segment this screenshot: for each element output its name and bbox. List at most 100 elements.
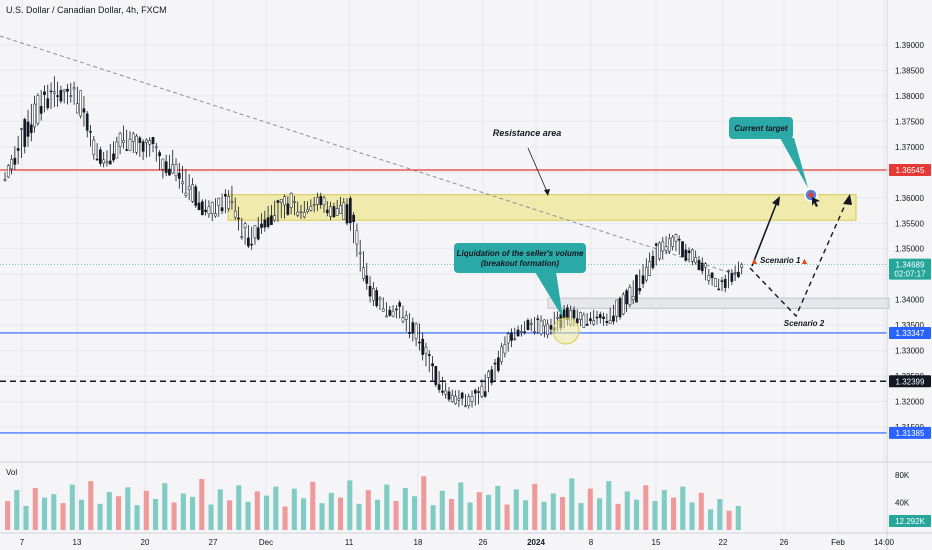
candle-body [345, 204, 349, 224]
volume-bar [560, 496, 566, 530]
scenario2-label: Scenario 2 [784, 319, 825, 328]
volume-bar [310, 481, 316, 530]
candle-body [543, 319, 546, 327]
volume-bar [486, 494, 492, 530]
candle-body [43, 91, 46, 95]
candle-body [464, 405, 467, 407]
candle-body [490, 369, 494, 383]
time-tick-label: 26 [479, 538, 488, 547]
candle-body [608, 320, 612, 324]
candle-body [470, 396, 474, 402]
candle-body [533, 331, 536, 333]
volume-bar [365, 490, 371, 530]
candle-body [161, 158, 165, 170]
candle-body [424, 346, 428, 354]
candle-body [26, 121, 30, 137]
volume-bar [624, 491, 630, 530]
annotations: Liquidation of the seller's volume (brea… [454, 117, 852, 345]
candle-body [638, 288, 642, 292]
candle-body [592, 320, 596, 325]
volume-bar [476, 492, 482, 530]
current-price-badge [889, 258, 931, 280]
volume-bar [291, 488, 297, 530]
candle-body [118, 133, 122, 147]
target-callout-box[interactable] [729, 117, 793, 139]
candle-body [319, 196, 323, 205]
price-tick-label: 1.35000 [895, 245, 924, 254]
candle-body [6, 165, 10, 178]
candle-body [302, 212, 306, 218]
candle-body [256, 227, 260, 240]
volume-bar [717, 499, 723, 530]
price-tick-label: 1.39000 [895, 41, 924, 50]
candle-body [322, 197, 326, 206]
downtrend-line [0, 35, 741, 277]
volume-bar [125, 487, 131, 530]
candle-body [654, 243, 658, 246]
candle-body [181, 181, 184, 185]
candle-body [539, 320, 543, 335]
volume-pane-label: Vol [6, 468, 17, 477]
candle-body [503, 344, 507, 354]
price-tick-label: 1.32000 [895, 398, 924, 407]
volume-bar [143, 490, 149, 530]
candle-body [631, 296, 635, 300]
volume-bar [106, 492, 112, 530]
candle-body [115, 141, 119, 159]
candle-body [523, 331, 526, 333]
candle-body [477, 391, 480, 393]
candle-body [141, 141, 145, 152]
volume-bar [134, 505, 140, 530]
candle-body [214, 213, 217, 217]
candle-body [36, 95, 40, 124]
volume-bar [245, 501, 251, 530]
volume-bar [227, 500, 233, 530]
candle-body [585, 323, 589, 326]
candle-body [378, 297, 382, 300]
candle-body [62, 89, 66, 92]
candle-body [233, 210, 237, 218]
candle-body [493, 362, 497, 365]
candle-body [220, 207, 224, 212]
candle-body [260, 223, 263, 228]
candle-body [651, 256, 655, 268]
volume-bar [735, 505, 741, 530]
volume-bar [42, 497, 48, 530]
time-tick-label: 11 [345, 538, 354, 547]
candle-body [437, 384, 441, 390]
candle-body [122, 140, 125, 143]
candle-body [316, 197, 319, 205]
time-tick-label: 26 [780, 538, 789, 547]
candle-body [151, 137, 155, 144]
candle-body [92, 139, 96, 155]
candle-body [677, 238, 681, 241]
volume-bar [254, 491, 260, 530]
target-callout-pointer [780, 138, 808, 188]
candle-body [270, 215, 273, 225]
candle-body [421, 338, 425, 355]
candle-body [276, 200, 280, 203]
volume-bar [375, 499, 381, 530]
volume-bar [347, 480, 353, 530]
volume-bar [597, 498, 603, 530]
candle-body [39, 106, 43, 114]
candle-body [562, 309, 566, 319]
candle-body [579, 312, 582, 320]
volume-bar [393, 501, 399, 530]
candle-body [582, 314, 586, 328]
candle-body [391, 310, 395, 317]
time-tick-label: 2024 [527, 538, 545, 547]
candle-body [286, 203, 290, 215]
candle-body [483, 391, 487, 397]
candle-body [283, 196, 286, 206]
candle-body [615, 299, 619, 317]
volume-readout-label: 12.292K [895, 517, 925, 526]
liquidation-callout-box[interactable] [454, 243, 586, 273]
time-axis[interactable]: 7 13 20 27 Dec 11 18 26 2024 8 15 22 26 Feb 14:00 [20, 538, 895, 547]
volume-series [5, 476, 741, 530]
candle-body [480, 385, 484, 397]
volume-bar [97, 503, 103, 530]
candle-body [3, 179, 7, 181]
candle-body [76, 103, 79, 114]
